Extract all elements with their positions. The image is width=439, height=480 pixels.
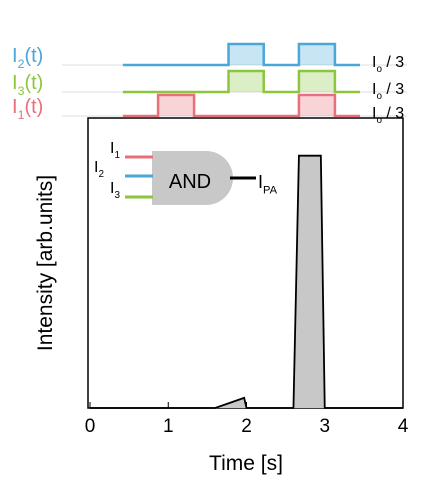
y-axis-label: Intensity [arb.units] [34, 175, 57, 351]
pulse-area [122, 71, 360, 92]
gate-input-label-sub: 1 [114, 150, 120, 161]
pulse-area [122, 95, 360, 116]
pulse-amplitude-main: I [372, 105, 376, 122]
pulse-amplitude-rest: / 3 [382, 81, 404, 98]
pulse-amplitude-main: I [372, 54, 376, 71]
pulse-name-sub: 2 [18, 57, 25, 71]
pulse-amplitude-rest: / 3 [382, 54, 404, 71]
x-axis-label: Time [s] [209, 452, 283, 475]
gate-label: AND [169, 171, 211, 193]
pulse-name-sub: 1 [18, 108, 25, 122]
pulse-amplitude-rest: / 3 [382, 105, 404, 122]
pulse-name-rest: (t) [24, 96, 43, 118]
pulse-line [122, 93, 360, 118]
gate-input-label-sub: 2 [98, 169, 104, 180]
pulse-name-main: I [12, 45, 18, 67]
pulse-name: I1(t) [12, 96, 43, 122]
pulse-amplitude: Io / 3 [372, 105, 404, 126]
pulse-name-sub: 3 [18, 84, 25, 98]
pulse-name-main: I [12, 72, 18, 94]
pulse-amplitude-main: I [372, 81, 376, 98]
x-tick-label: 3 [319, 416, 330, 437]
pulse-line [122, 69, 360, 94]
pulse-amplitude: Io / 3 [372, 54, 404, 75]
gate-input-label: I2 [94, 159, 104, 180]
gate-output-label-main: I [258, 172, 263, 192]
gate-output-label-sub: PA [263, 184, 278, 196]
gate-input-label: I1 [110, 140, 120, 161]
gate-input-label: I3 [110, 180, 120, 201]
curve-line [90, 154, 403, 409]
x-tick-label: 2 [241, 416, 252, 437]
x-tick-label: 0 [85, 416, 96, 437]
pulse-line [122, 42, 360, 67]
pulse-name-rest: (t) [24, 45, 43, 67]
gate-input-label-main: I [110, 180, 114, 197]
x-tick-label: 1 [163, 416, 174, 437]
and-gate [152, 151, 233, 205]
gate-input-label-main: I [110, 140, 114, 157]
pulse-name: I2(t) [12, 45, 43, 71]
gate-input-label-sub: 3 [114, 190, 120, 201]
pulse-amplitude-sub: o [376, 64, 382, 75]
pulse-amplitude-sub: o [376, 91, 382, 102]
pulse-name: I3(t) [12, 72, 43, 98]
pulse-name-main: I [12, 96, 18, 118]
pulse-area [122, 44, 360, 65]
plot-frame [87, 117, 404, 409]
curve-area [90, 155, 403, 408]
gate-output-label: IPA [258, 172, 278, 196]
pulse-amplitude: Io / 3 [372, 81, 404, 102]
pulse-name-rest: (t) [24, 72, 43, 94]
pulse-amplitude-sub: o [376, 115, 382, 126]
gate-input-label-main: I [94, 159, 98, 176]
x-tick-label: 4 [398, 416, 409, 437]
